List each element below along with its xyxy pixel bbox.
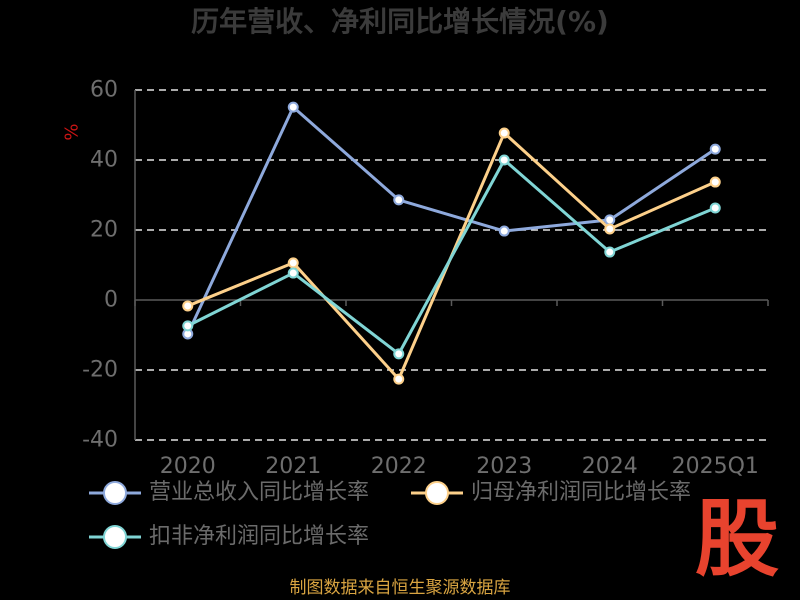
legend-label: 归母净利润同比增长率 — [471, 480, 692, 505]
data-source-footer: 制图数据来自恒生聚源数据库 — [289, 578, 511, 598]
deducted-net-profit-growth-point[interactable] — [709, 202, 721, 214]
deducted-net-profit-growth-point[interactable] — [604, 246, 616, 258]
deducted-net-profit-growth-point[interactable] — [393, 348, 405, 360]
net-profit-growth-point[interactable] — [498, 127, 510, 139]
legend-label: 扣非净利润同比增长率 — [149, 524, 370, 549]
y-tick-label: 40 — [90, 148, 118, 173]
legend-label: 营业总收入同比增长率 — [149, 480, 370, 505]
grid-layer — [135, 89, 768, 441]
y-tick-label: -40 — [82, 428, 118, 453]
series-layer — [182, 101, 721, 385]
deducted-net-profit-growth-point[interactable] — [287, 267, 299, 279]
deducted-net-profit-growth-line — [187, 158, 716, 356]
x-tick-label: 2021 — [265, 454, 321, 479]
revenue-growth-point[interactable] — [287, 101, 299, 113]
revenue-growth-point[interactable] — [393, 194, 405, 206]
legend-item-deducted-net-profit-growth[interactable]: 扣非净利润同比增长率 — [87, 522, 369, 552]
y-tick-label: -20 — [82, 358, 118, 383]
circle-marker-icon — [411, 481, 463, 505]
y-tick-label: 20 — [90, 218, 118, 243]
circle-marker-icon — [89, 525, 141, 549]
legend-item-net-profit-growth[interactable]: 归母净利润同比增长率 — [409, 478, 691, 508]
chart-title: 历年营收、净利同比增长情况(%) — [191, 5, 609, 38]
x-tick-label: 2025Q1 — [672, 454, 759, 479]
y-tick-label: 0 — [104, 288, 118, 313]
net-profit-growth-point[interactable] — [287, 257, 299, 269]
x-tick-label: 2024 — [582, 454, 638, 479]
axis-layer: 60 40 20 0 -20 -40 2020 2021 2022 2023 2024 2025Q1% — [62, 78, 769, 479]
x-tick-label: 2020 — [160, 454, 216, 479]
circle-marker-icon — [89, 481, 141, 505]
deducted-net-profit-growth-point[interactable] — [498, 154, 510, 166]
net-profit-growth-point[interactable] — [182, 300, 194, 312]
y-axis-title: % — [62, 123, 83, 140]
net-profit-growth-point[interactable] — [709, 176, 721, 188]
revenue-growth-point[interactable] — [604, 214, 616, 226]
revenue-growth-point[interactable] — [498, 225, 510, 237]
deducted-net-profit-growth-point[interactable] — [182, 320, 194, 332]
net-profit-growth-point[interactable] — [604, 223, 616, 235]
revenue-growth-point[interactable] — [709, 143, 721, 155]
x-tick-label: 2023 — [476, 454, 532, 479]
revenue-growth-line — [186, 105, 717, 335]
x-tick-label: 2022 — [371, 454, 427, 479]
brand-logo: 股 — [694, 490, 779, 588]
y-tick-label: 60 — [90, 78, 118, 103]
net-profit-growth-point[interactable] — [393, 373, 405, 385]
legend-item-revenue-growth[interactable]: 营业总收入同比增长率 — [87, 478, 369, 508]
